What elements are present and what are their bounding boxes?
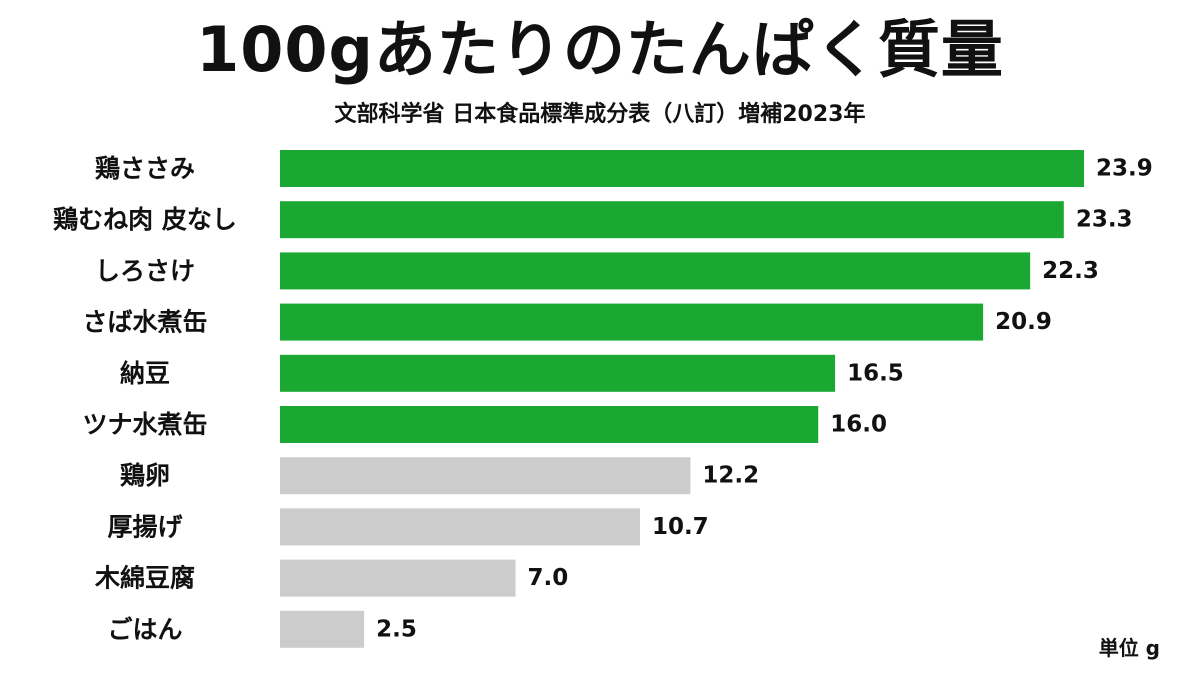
bar	[280, 150, 1084, 187]
category-label: 鶏卵	[120, 461, 170, 490]
bar	[280, 559, 516, 597]
category-label: 鶏むね肉 皮なし	[53, 205, 237, 234]
unit-label: 単位 g	[1098, 636, 1160, 660]
chart-subtitle: 文部科学省 日本食品標準成分表（八訂）増補2023年	[334, 102, 866, 127]
category-label: 納豆	[120, 359, 170, 388]
value-label: 22.3	[1042, 258, 1099, 284]
value-label: 16.0	[830, 412, 887, 438]
category-label: 厚揚げ	[107, 512, 183, 541]
category-label: 鶏ささみ	[95, 154, 195, 183]
value-label: 16.5	[847, 360, 904, 386]
bar	[280, 303, 984, 341]
value-label: 20.9	[995, 309, 1052, 335]
bar	[280, 457, 691, 495]
category-label: さば水煮缶	[82, 308, 207, 337]
category-label: 木綿豆腐	[94, 564, 195, 593]
chart-title: 100gあたりのたんぱく質量	[196, 13, 1004, 86]
value-label: 7.0	[527, 565, 568, 591]
value-label: 2.5	[376, 616, 417, 642]
value-label: 23.9	[1096, 156, 1153, 182]
value-label: 12.2	[702, 463, 759, 489]
category-label: しろさけ	[95, 256, 195, 285]
category-label: ごはん	[107, 615, 182, 644]
bar	[280, 354, 836, 392]
bar	[280, 406, 819, 443]
bar	[280, 610, 365, 648]
value-label: 23.3	[1076, 207, 1133, 233]
bar	[280, 252, 1031, 290]
bar	[280, 201, 1064, 239]
category-label: ツナ水煮缶	[82, 410, 207, 439]
value-label: 10.7	[652, 514, 709, 540]
bar	[280, 508, 640, 546]
